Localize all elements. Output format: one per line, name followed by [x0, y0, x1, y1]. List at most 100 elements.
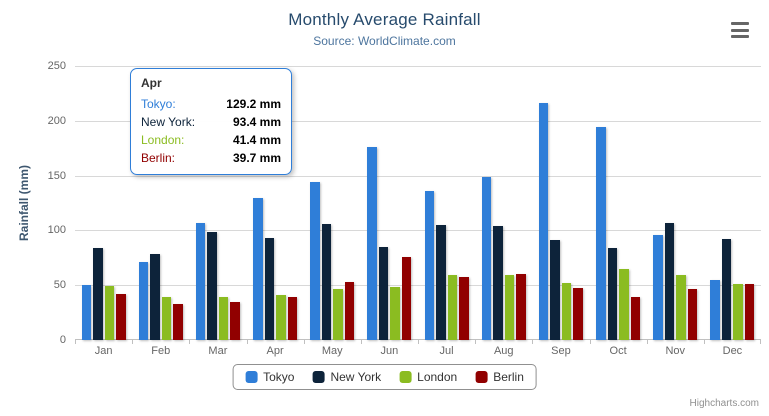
bar-berlin-mar[interactable] — [230, 302, 240, 340]
bar-tokyo-mar[interactable] — [195, 223, 206, 340]
bar-tokyo-apr[interactable] — [253, 198, 263, 340]
x-axis-tick — [475, 340, 477, 344]
bar-tokyo-jul[interactable] — [424, 191, 435, 340]
legend-item-new-york[interactable]: New York — [312, 370, 381, 384]
x-axis-label: May — [321, 345, 343, 357]
bar-new-york-sep[interactable] — [550, 240, 560, 340]
bar-london-apr[interactable] — [276, 294, 286, 340]
x-axis-label: Jan — [94, 345, 113, 357]
bar-tokyo-sep[interactable] — [538, 102, 549, 340]
legend-label: New York — [330, 370, 382, 384]
legend-item-tokyo[interactable]: Tokyo — [245, 370, 294, 384]
x-axis-tick — [75, 340, 76, 344]
bar-london-may[interactable] — [333, 288, 343, 340]
bar-berlin-apr[interactable] — [287, 296, 298, 340]
x-axis-label: Jul — [439, 345, 454, 357]
legend-label: Berlin — [493, 370, 524, 384]
bar-berlin-jul[interactable] — [459, 277, 469, 340]
bar-new-york-may[interactable] — [321, 223, 332, 340]
legend-label: Tokyo — [263, 370, 295, 384]
tooltip-row: London: 41.4 mm — [141, 131, 281, 149]
tooltip-series-name: Tokyo: — [141, 97, 176, 111]
bar-berlin-jun[interactable] — [401, 257, 412, 340]
bar-tokyo-jun[interactable] — [367, 147, 377, 340]
y-axis-label: 150 — [47, 169, 66, 182]
highcharts-credits[interactable]: Highcharts.com — [689, 398, 759, 409]
bar-london-jun[interactable] — [390, 287, 400, 340]
legend-item-london[interactable]: London — [399, 370, 457, 384]
bar-london-jan[interactable] — [104, 286, 115, 340]
bar-new-york-nov[interactable] — [664, 223, 675, 340]
bar-berlin-nov[interactable] — [687, 288, 698, 340]
bar-new-york-jun[interactable] — [378, 247, 389, 340]
tooltip-series-value: 39.7 mm — [232, 151, 281, 165]
bar-berlin-feb[interactable] — [173, 303, 183, 340]
legend-symbol — [399, 371, 412, 383]
bar-tokyo-aug[interactable] — [481, 177, 492, 340]
x-axis-tick — [532, 340, 534, 344]
bar-berlin-aug[interactable] — [516, 273, 526, 340]
bar-berlin-jan[interactable] — [116, 293, 126, 340]
y-axis-label: 0 — [59, 334, 66, 346]
bar-new-york-oct[interactable] — [607, 248, 618, 340]
x-axis-tick — [360, 340, 362, 344]
legend-item-berlin[interactable]: Berlin — [475, 370, 524, 384]
gridline — [75, 285, 761, 287]
tooltip-series-name: London: — [141, 133, 185, 147]
tooltip-row: Berlin: 39.7 mm — [141, 149, 281, 167]
bar-new-york-dec[interactable] — [721, 238, 732, 340]
x-axis-tick — [760, 340, 761, 344]
bar-berlin-oct[interactable] — [630, 297, 641, 340]
bar-new-york-jul[interactable] — [436, 224, 446, 340]
bar-tokyo-nov[interactable] — [653, 235, 663, 340]
legend-symbol — [475, 371, 488, 383]
bar-london-nov[interactable] — [676, 275, 686, 340]
bar-tokyo-may[interactable] — [310, 182, 320, 340]
bar-new-york-feb[interactable] — [150, 253, 160, 340]
bar-london-aug[interactable] — [504, 274, 515, 340]
tooltip-series-value: 129.2 mm — [226, 97, 281, 111]
bar-tokyo-oct[interactable] — [596, 127, 606, 340]
legend-symbol — [312, 371, 325, 383]
chart-title: Monthly Average Rainfall — [288, 10, 481, 29]
bar-tokyo-feb[interactable] — [138, 261, 149, 340]
x-axis-tick — [589, 340, 591, 344]
x-axis-label: Sep — [551, 345, 571, 357]
bar-berlin-sep[interactable] — [573, 287, 583, 340]
tooltip: Apr Tokyo: 129.2 mm New York: 93.4 mm London… — [130, 68, 292, 175]
bar-london-dec[interactable] — [733, 283, 743, 340]
bar-new-york-mar[interactable] — [207, 232, 217, 340]
tooltip-series-value: 93.4 mm — [232, 115, 281, 129]
bar-berlin-may[interactable] — [344, 282, 355, 340]
bar-berlin-dec[interactable] — [744, 284, 755, 340]
bar-london-feb[interactable] — [161, 297, 172, 340]
menu-line — [731, 22, 749, 25]
bar-new-york-jan[interactable] — [93, 248, 103, 340]
bar-tokyo-jan[interactable] — [81, 285, 92, 340]
gridline — [75, 120, 761, 122]
gridline — [75, 66, 761, 67]
gridline — [75, 175, 761, 177]
menu-line — [731, 35, 749, 38]
legend-symbol — [245, 371, 258, 383]
y-axis-label: 50 — [53, 279, 66, 292]
tooltip-series-name: New York: — [141, 115, 196, 129]
bar-new-york-aug[interactable] — [493, 225, 503, 340]
tooltip-series-value: 41.4 mm — [232, 133, 281, 147]
menu-line — [731, 28, 749, 32]
bar-london-oct[interactable] — [619, 268, 629, 340]
plot-area — [75, 66, 761, 344]
bar-london-jul[interactable] — [447, 275, 458, 340]
y-axis-label: 250 — [47, 60, 66, 72]
tooltip-rows: Tokyo: 129.2 mm New York: 93.4 mm London: 41.… — [141, 95, 281, 167]
x-axis-label: Feb — [151, 345, 171, 357]
bar-tokyo-dec[interactable] — [710, 280, 720, 340]
tooltip-row: New York: 93.4 mm — [141, 113, 281, 131]
bar-london-sep[interactable] — [561, 282, 572, 340]
context-menu-icon[interactable] — [729, 21, 755, 39]
y-axis-label: 100 — [47, 224, 66, 237]
tooltip-series-name: Berlin: — [141, 151, 176, 165]
bar-new-york-apr[interactable] — [264, 237, 275, 340]
x-axis-label: Aug — [493, 345, 514, 357]
bar-london-mar[interactable] — [218, 296, 229, 340]
